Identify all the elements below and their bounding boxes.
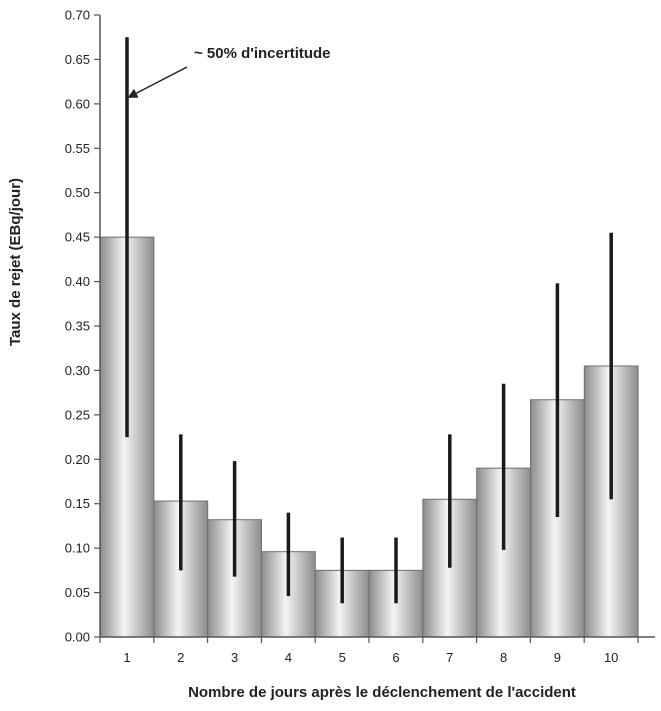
x-tick-label: 6 xyxy=(392,650,399,665)
x-tick-label: 9 xyxy=(554,650,561,665)
y-tick-label: 0.50 xyxy=(65,185,90,200)
y-tick-label: 0.55 xyxy=(65,141,90,156)
x-tick-label: 1 xyxy=(123,650,130,665)
x-axis-ticks: 123456789101 xyxy=(99,637,639,665)
y-tick-label: 0.05 xyxy=(65,585,90,600)
y-tick-label: 0.20 xyxy=(65,452,90,467)
y-tick-label: 0.30 xyxy=(65,363,90,378)
y-tick-label: 0.65 xyxy=(65,52,90,67)
x-tick-label: 7 xyxy=(446,650,453,665)
x-tick-label: 4 xyxy=(285,650,292,665)
y-axis-title: Taux de rejet (EBq/jour) xyxy=(7,178,24,346)
annotation-arrow xyxy=(127,66,188,98)
y-tick-label: 0.35 xyxy=(65,319,90,334)
y-tick-label: 0.25 xyxy=(65,407,90,422)
x-axis-title: Nombre de jours après le déclenchement d… xyxy=(188,684,576,701)
x-tick-label: 2 xyxy=(177,650,184,665)
y-tick-label: 0.45 xyxy=(65,230,90,245)
y-tick-label: 0.00 xyxy=(65,630,90,645)
uncertainty-annotation: ~ 50% d'incertitude xyxy=(127,45,331,98)
y-axis-ticks: 0.00 0.05 0.10 0.15 0.20 0.25 0.30 0.35 0.40 0.45… xyxy=(65,8,100,645)
x-tick-label: 3 xyxy=(231,650,238,665)
y-tick-label: 0.15 xyxy=(65,496,90,511)
y-tick-label: 0.40 xyxy=(65,274,90,289)
x-tick-label: 5 xyxy=(339,650,346,665)
x-tick-label: 8 xyxy=(500,650,507,665)
annotation-text: ~ 50% d'incertitude xyxy=(194,45,331,62)
y-tick-label: 0.10 xyxy=(65,541,90,556)
error-bars xyxy=(125,37,613,604)
x-tick-label: 10 xyxy=(604,650,618,665)
y-tick-label: 0.70 xyxy=(65,8,90,23)
y-tick-label: 0.60 xyxy=(65,96,90,111)
